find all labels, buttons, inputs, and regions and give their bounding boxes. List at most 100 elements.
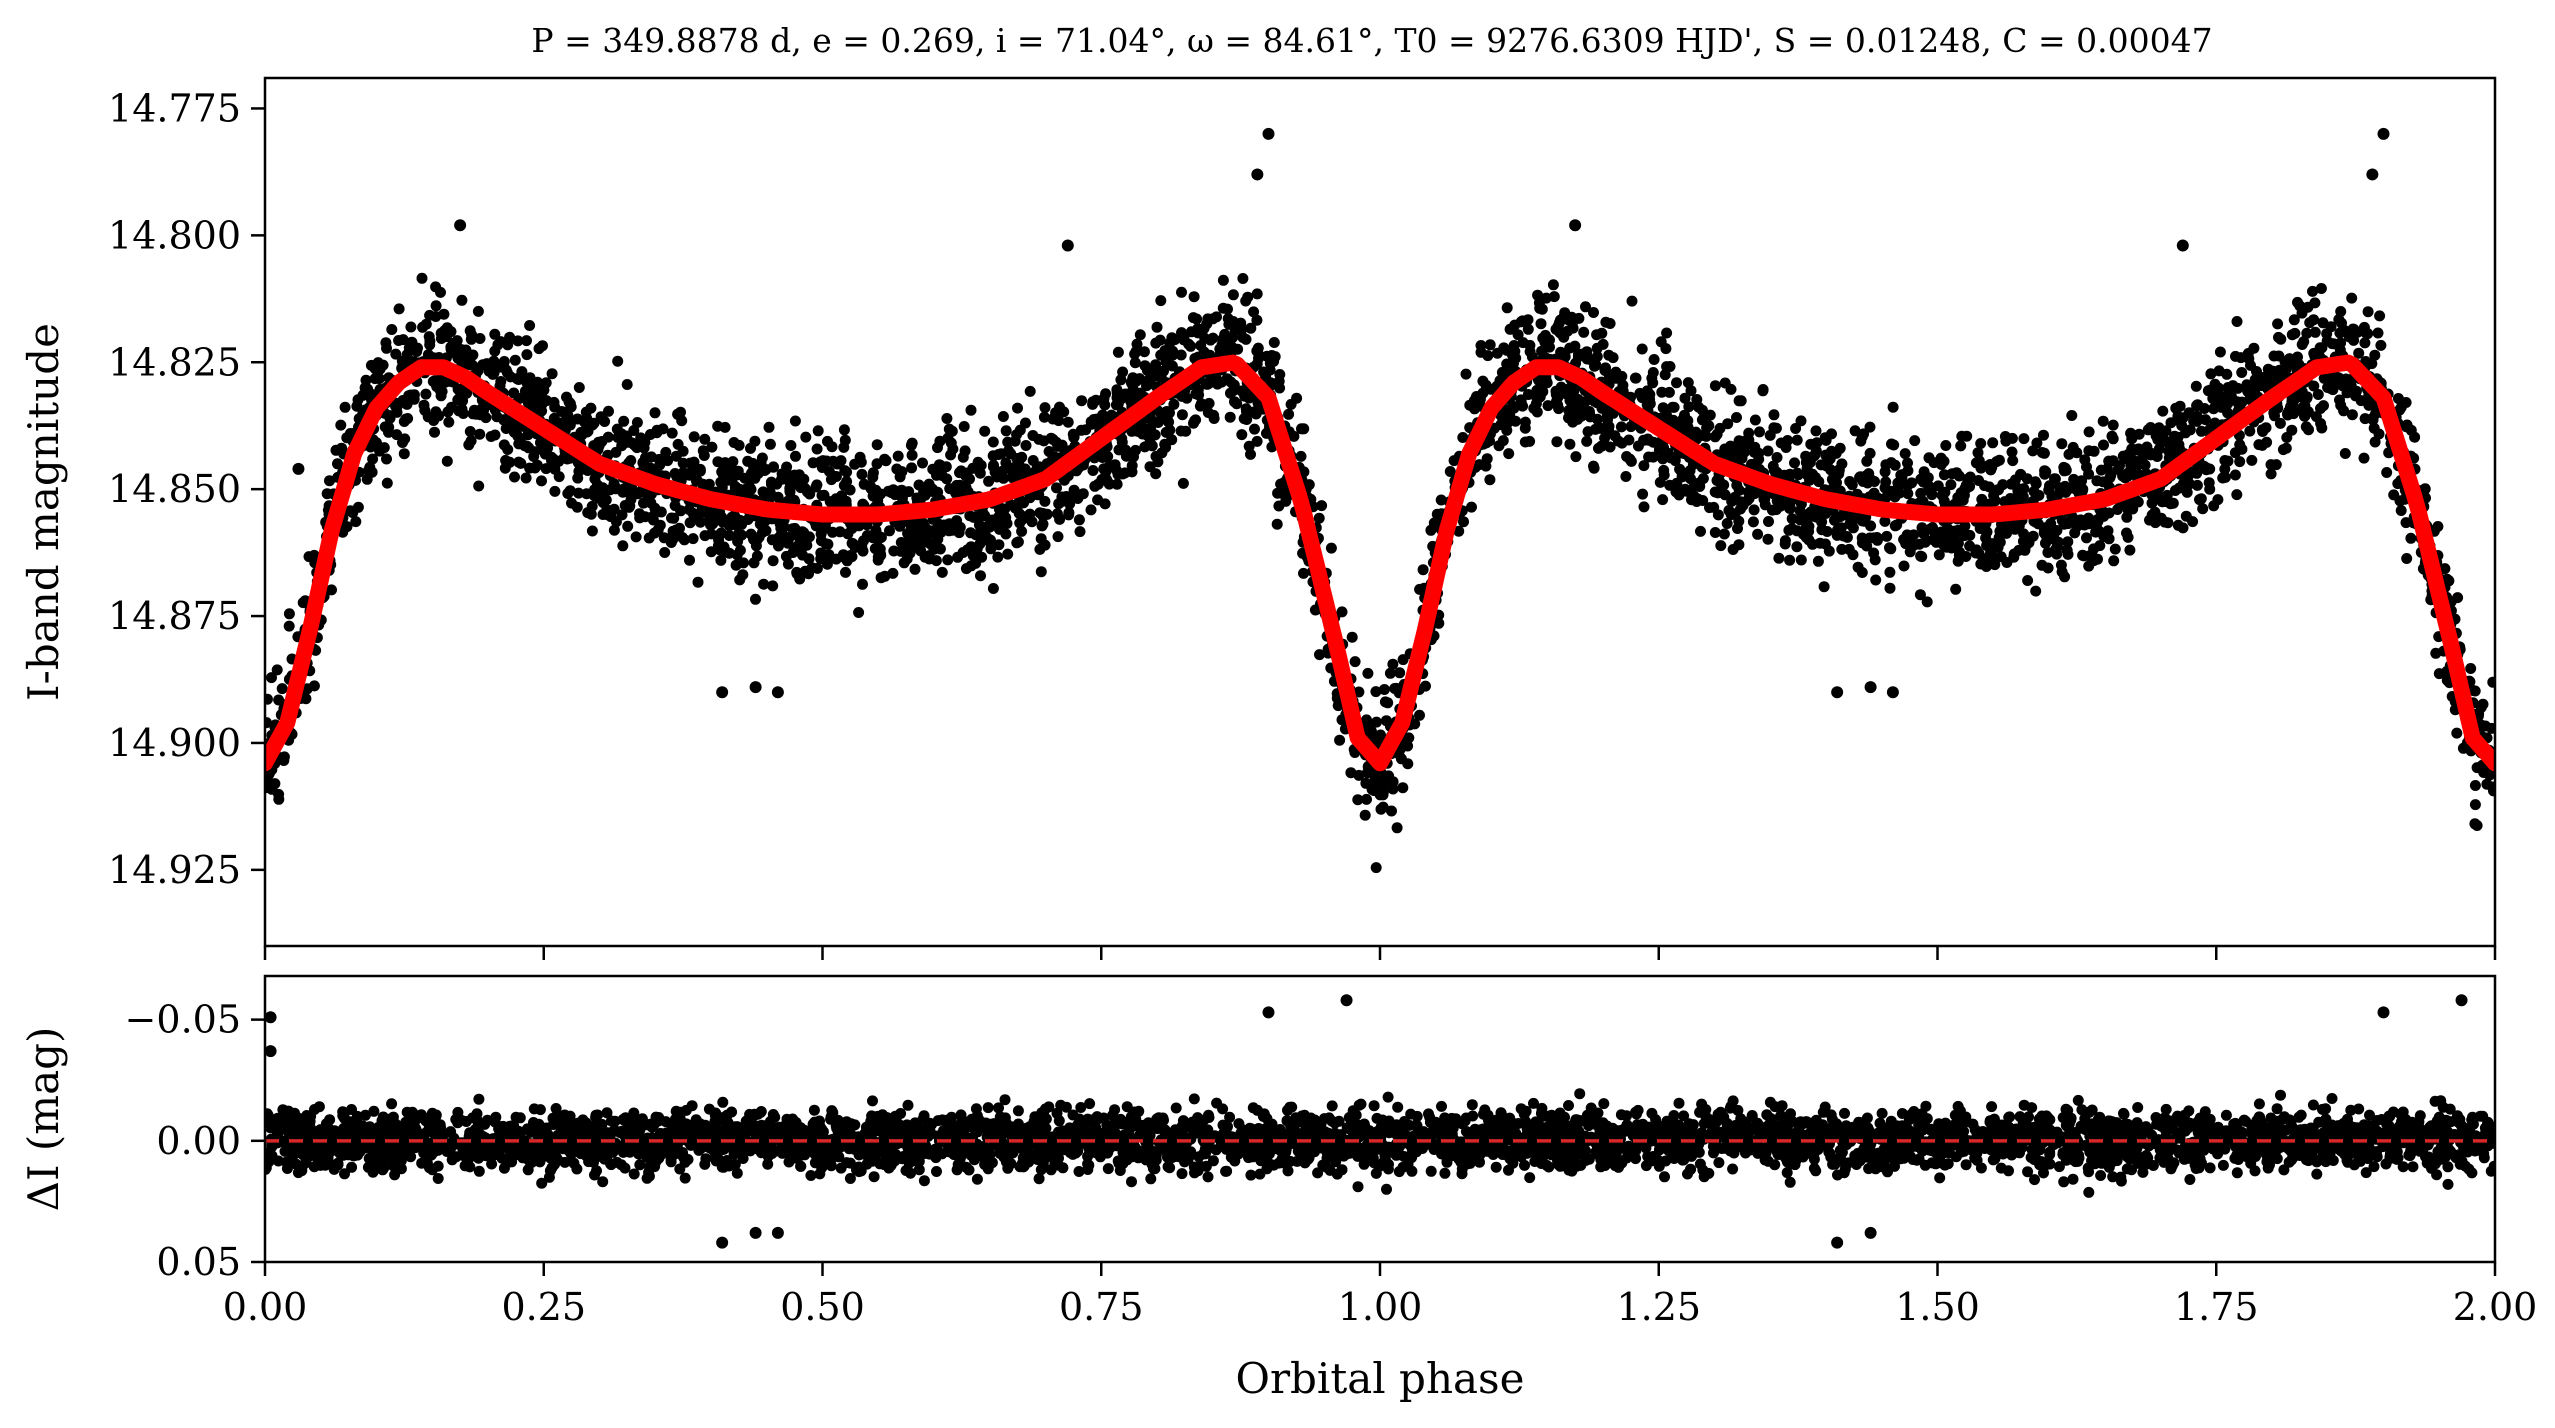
observation-point xyxy=(1578,326,1590,338)
observation-point xyxy=(2273,331,2284,343)
observation-point xyxy=(2333,372,2345,384)
observation-point xyxy=(2055,559,2067,571)
observation-point xyxy=(1888,439,1900,451)
observation-point xyxy=(1731,412,1742,423)
observation-point xyxy=(1074,526,1086,538)
observation-point xyxy=(2149,508,2161,519)
observation-point xyxy=(676,532,688,543)
observation-point xyxy=(649,502,661,514)
observation-point xyxy=(854,451,866,463)
observation-point xyxy=(1854,471,1866,483)
observation-point xyxy=(1087,465,1099,476)
observation-point xyxy=(1176,286,1187,298)
observation-point xyxy=(1809,449,1821,461)
observation-point xyxy=(1484,339,1496,351)
residual-point xyxy=(918,1175,930,1187)
residual-point xyxy=(1439,1167,1451,1179)
observation-point xyxy=(1018,497,1029,509)
observation-point xyxy=(2441,573,2453,585)
observation-point xyxy=(965,527,977,539)
observation-point xyxy=(297,597,309,609)
observation-point xyxy=(2326,338,2338,350)
observation-point xyxy=(2471,762,2483,774)
observation-point xyxy=(2176,420,2188,431)
observation-point xyxy=(839,465,851,477)
observation-point xyxy=(403,342,415,354)
observation-point xyxy=(1928,457,1940,469)
observation-point xyxy=(2325,321,2337,333)
observation-point xyxy=(430,281,442,293)
observation-point xyxy=(2157,405,2169,417)
observation-point xyxy=(456,294,468,306)
observation-point xyxy=(1555,381,1567,393)
observation-point xyxy=(724,520,735,532)
observation-point xyxy=(767,555,779,567)
observation-point xyxy=(858,478,870,490)
observation-point xyxy=(1775,437,1787,449)
observation-point xyxy=(730,559,742,571)
observation-point xyxy=(367,453,379,465)
observation-point xyxy=(1727,450,1739,461)
observation-point xyxy=(2292,296,2303,308)
observation-point xyxy=(2293,404,2305,416)
observation-point xyxy=(1663,386,1675,398)
observation-point xyxy=(1915,550,1927,562)
observation-point xyxy=(829,471,841,482)
observation-point xyxy=(540,377,552,389)
observation-point xyxy=(788,494,800,506)
observation-point xyxy=(1501,302,1513,314)
observation-point xyxy=(2253,439,2265,451)
observation-point xyxy=(2236,367,2248,378)
observation-point xyxy=(533,343,545,355)
observation-point xyxy=(1007,470,1019,482)
observation-point xyxy=(1758,491,1770,503)
observation-point xyxy=(804,488,816,500)
observation-point xyxy=(670,450,682,462)
residual-point xyxy=(2217,1159,2229,1171)
observation-point xyxy=(549,485,561,497)
observation-point xyxy=(675,505,687,517)
observation-point xyxy=(580,406,592,418)
observation-point xyxy=(1999,431,2011,442)
observation-point xyxy=(266,672,277,684)
observation-point xyxy=(1000,457,1012,469)
observation-point xyxy=(1547,279,1559,291)
observation-point xyxy=(1370,686,1382,698)
observation-point xyxy=(2008,551,2020,563)
observation-point xyxy=(1045,432,1057,444)
observation-point xyxy=(1360,777,1372,789)
observation-point xyxy=(489,429,501,441)
observation-point xyxy=(763,421,775,433)
residual-point xyxy=(1368,1100,1380,1112)
observation-point xyxy=(528,391,540,403)
observation-point xyxy=(1047,451,1059,463)
residual-point xyxy=(2053,1161,2065,1173)
observation-point xyxy=(1238,413,1250,425)
observation-point xyxy=(1391,822,1403,834)
observation-point xyxy=(1711,428,1723,440)
observation-point xyxy=(2394,404,2406,416)
observation-point xyxy=(621,379,633,390)
observation-point xyxy=(1509,345,1521,357)
observation-point xyxy=(1035,566,1047,578)
observation-outlier xyxy=(2377,127,2390,140)
observation-point xyxy=(1593,442,1604,454)
observation-point xyxy=(1770,422,1782,434)
observation-point xyxy=(1757,385,1769,397)
observation-point xyxy=(1189,415,1201,427)
observation-point xyxy=(1606,369,1618,381)
observation-point xyxy=(463,359,475,370)
observation-point xyxy=(772,491,784,503)
observation-point xyxy=(1214,343,1226,355)
observation-point xyxy=(1104,460,1116,472)
observation-point xyxy=(1899,448,1911,460)
observation-point xyxy=(520,472,532,484)
observation-point xyxy=(1733,539,1745,551)
observation-point xyxy=(1090,414,1102,425)
observation-point xyxy=(1691,394,1703,405)
observation-point xyxy=(870,524,882,536)
observation-point xyxy=(2272,318,2284,330)
observation-point xyxy=(1865,474,1877,485)
observation-point xyxy=(2030,585,2042,597)
observation-point xyxy=(2036,447,2048,458)
